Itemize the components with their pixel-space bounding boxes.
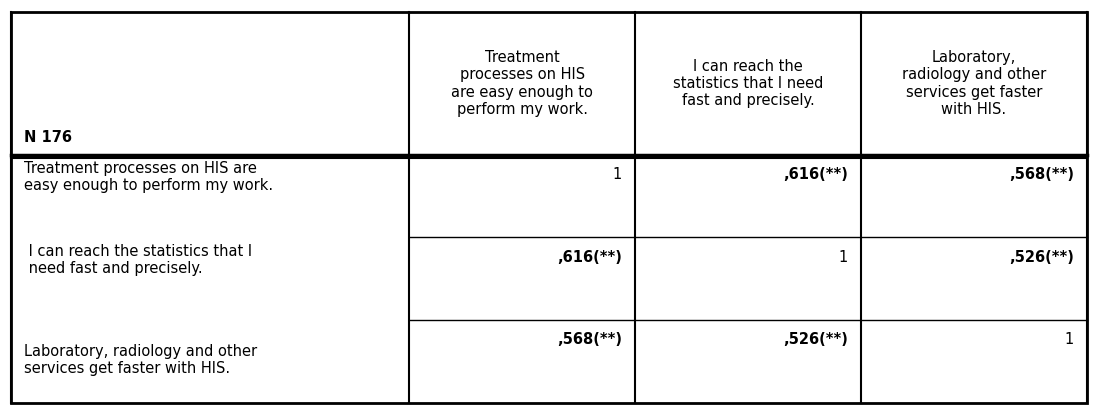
Text: I can reach the
statistics that I need
fast and precisely.: I can reach the statistics that I need f… xyxy=(673,59,824,109)
Text: ,526(**): ,526(**) xyxy=(783,332,848,347)
Text: Treatment
processes on HIS
are easy enough to
perform my work.: Treatment processes on HIS are easy enou… xyxy=(451,50,593,117)
Text: ,568(**): ,568(**) xyxy=(557,332,621,347)
Text: N 176: N 176 xyxy=(24,129,72,145)
Text: 1: 1 xyxy=(613,167,621,182)
Text: Laboratory, radiology and other
services get faster with HIS.: Laboratory, radiology and other services… xyxy=(24,326,257,376)
Text: ,526(**): ,526(**) xyxy=(1009,250,1074,265)
Text: ,616(**): ,616(**) xyxy=(783,167,848,182)
Text: ,568(**): ,568(**) xyxy=(1009,167,1074,182)
Text: Treatment processes on HIS are
easy enough to perform my work.: Treatment processes on HIS are easy enou… xyxy=(24,161,273,194)
Text: I can reach the statistics that I
 need fast and precisely.: I can reach the statistics that I need f… xyxy=(24,244,253,276)
Text: 1: 1 xyxy=(1065,332,1074,347)
Text: ,616(**): ,616(**) xyxy=(557,250,621,265)
Text: Laboratory,
radiology and other
services get faster
with HIS.: Laboratory, radiology and other services… xyxy=(901,50,1046,117)
Text: 1: 1 xyxy=(839,250,848,265)
